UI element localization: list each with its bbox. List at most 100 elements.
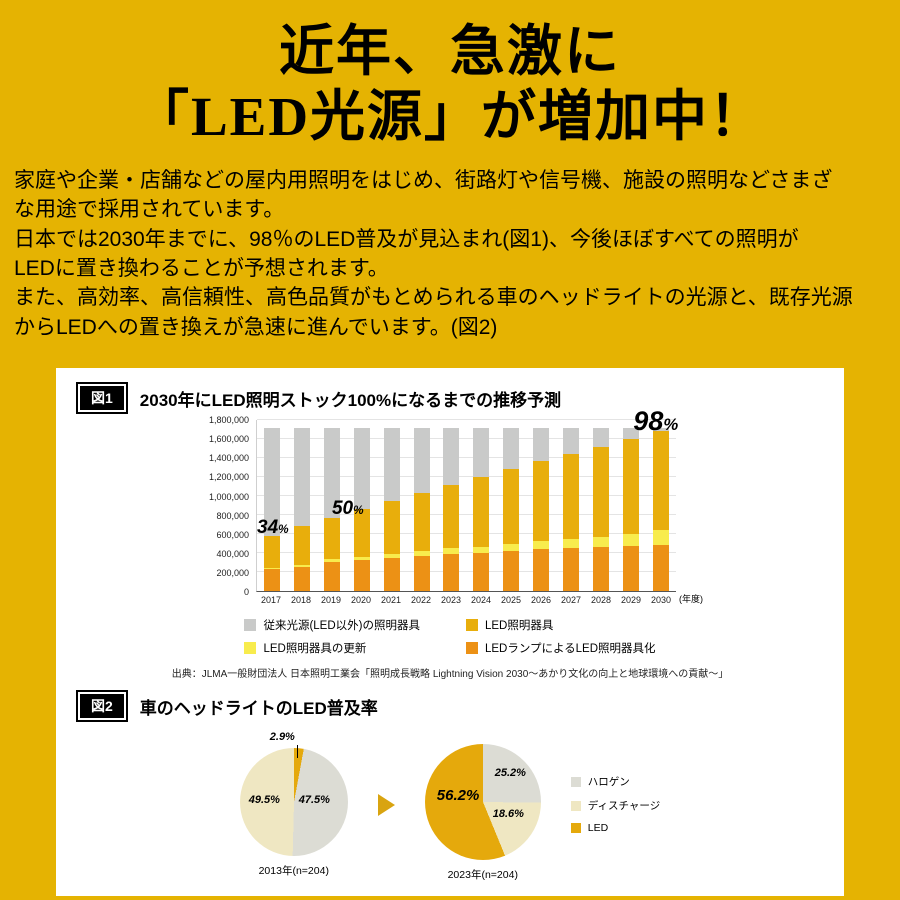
legend-swatch (570, 776, 581, 787)
x-tick-label: 2018 (290, 595, 312, 606)
legend-item: LED照明器具 (465, 617, 656, 633)
bar-segment (593, 447, 610, 537)
intro-line: また、高効率、高信頼性、高色品質がもとめられる車のヘッドライトの光源と、既存光源 (14, 286, 853, 310)
legend-item: LED照明器具の更新 (244, 640, 420, 656)
bar-2028 (586, 420, 616, 592)
legend-item: LED (570, 822, 660, 835)
callout-line (296, 745, 299, 759)
legend-label: ハロゲン (587, 776, 630, 789)
bar-segment (533, 549, 550, 592)
bar-segment (263, 427, 280, 536)
bar-segment (323, 517, 340, 560)
x-axis-labels: 2017 2018 2019 2020 2021 2022 2023 2024 2025 2026… (256, 595, 676, 605)
bar-segment (533, 540, 550, 550)
bar-segment (593, 537, 610, 548)
y-tick-label: 1,200,000 (208, 472, 249, 483)
legend-swatch (244, 642, 257, 655)
fig1-legend: 従来光源(LED以外)の照明器具 LED照明器具 LED照明器具の更新 LEDランプに… (76, 617, 824, 656)
bar-segment (563, 427, 580, 454)
bar-segment (623, 427, 640, 440)
x-tick-label: 2023 (440, 595, 462, 606)
bar-2022 (407, 420, 437, 592)
intro-line: からLEDへの置き換えが急速に進んでいます。(図2) (14, 315, 498, 339)
bar-segment (413, 427, 430, 494)
fig2-header: 図2 車のヘッドライトのLED普及率 (76, 690, 824, 723)
fig1-tag: 図1 (76, 382, 128, 415)
bar-segment (473, 546, 490, 554)
bar-segment (443, 484, 460, 549)
legend-swatch (570, 800, 581, 811)
pie-value-label: 25.2% (494, 767, 526, 780)
legend-label: LED (587, 822, 609, 835)
y-tick-label: 1,600,000 (208, 434, 249, 445)
bar-segment (293, 567, 310, 592)
bar-segment (503, 468, 520, 544)
bar-segment (443, 554, 460, 592)
bar-segment (353, 427, 370, 510)
title-line-2: 「LED光源」が増加中！ (133, 85, 767, 147)
intro-line: 家庭や企業・店舗などの屋内用照明をはじめ、街路灯や信号機、施設の照明などさまざ (14, 168, 833, 192)
fig2-tag: 図2 (76, 690, 128, 723)
bar-2025 (496, 420, 526, 592)
bar-segment (413, 493, 430, 552)
pie-value-label: 56.2% (436, 787, 480, 805)
source-note: 出典：JLMA一般財団法人 日本照明工業会「照明成長戦略 Lightning V… (171, 669, 729, 681)
x-tick-label: 2026 (530, 595, 552, 606)
y-tick-label: 800,000 (216, 510, 249, 521)
x-tick-label: 2024 (470, 595, 492, 606)
y-tick-label: 0 (243, 587, 249, 598)
bar-segment (593, 427, 610, 448)
bar-2017 (257, 420, 287, 592)
pie-2013 (239, 748, 348, 857)
bar-segment (652, 427, 669, 431)
x-tick-label: 2020 (350, 595, 372, 606)
bar-segment (473, 477, 490, 547)
fig2-title: 車のヘッドライトのLED普及率 (139, 698, 378, 718)
y-tick-label: 1,400,000 (208, 453, 249, 464)
bar-segment (293, 525, 310, 566)
bar-segment (293, 565, 310, 568)
x-tick-label: 2017 (260, 595, 282, 606)
x-tick-label: 2022 (410, 595, 432, 606)
bar-2024 (466, 420, 496, 592)
intro-line: な用途で採用されています。 (14, 198, 285, 222)
bar-2018 (287, 420, 317, 592)
bar-segment (353, 509, 370, 557)
bar-segment (533, 460, 550, 541)
x-axis-unit: (年度) (679, 594, 703, 605)
x-tick-label: 2028 (590, 595, 612, 606)
fig1-header: 図1 2030年にLED照明ストック100%になるまでの推移予測 (76, 382, 824, 415)
x-tick-label: 2030 (650, 595, 672, 606)
intro-paragraph: 家庭や企業・店舗などの屋内用照明をはじめ、街路灯や信号機、施設の照明などさまざ … (14, 166, 886, 342)
y-axis-labels: 0 200,000 400,000 600,000 800,000 1,000,000 1,… (194, 415, 256, 597)
title-line-1: 近年、急激に (278, 21, 621, 82)
legend-item: 従来光源(LED以外)の照明器具 (244, 617, 420, 633)
pie-value-label: 49.5% (248, 794, 280, 807)
legend-label: ディスチャージ (587, 800, 661, 813)
bar-segment (623, 534, 640, 547)
pct-annotation: 50% (331, 497, 364, 519)
pie-block-2013: 2.9% 49.5% 47.5% 2013年(n=204) (239, 731, 348, 878)
bar-segment (323, 559, 340, 562)
y-tick-label: 200,000 (216, 568, 249, 579)
bar-segment (473, 427, 490, 478)
legend-item: LEDランプによるLED照明器具化 (465, 640, 656, 656)
bar-segment (293, 427, 310, 526)
x-tick-label: 2027 (560, 595, 582, 606)
bars (257, 420, 676, 592)
pie-caption-2013: 2013年(n=204) (258, 865, 329, 878)
bar-segment (443, 548, 460, 555)
bar-segment (593, 547, 610, 592)
bar-segment (383, 500, 400, 555)
legend-label: LED照明器具の更新 (263, 643, 367, 656)
bar-segment (413, 555, 430, 592)
bar-segment (563, 453, 580, 539)
arrow-right-icon (377, 794, 395, 817)
bar-segment (652, 530, 669, 545)
bar-segment (503, 543, 520, 552)
legend-swatch (465, 619, 478, 632)
bar-segment (413, 551, 430, 556)
bar-2029 (616, 420, 646, 592)
bar-segment (503, 551, 520, 592)
